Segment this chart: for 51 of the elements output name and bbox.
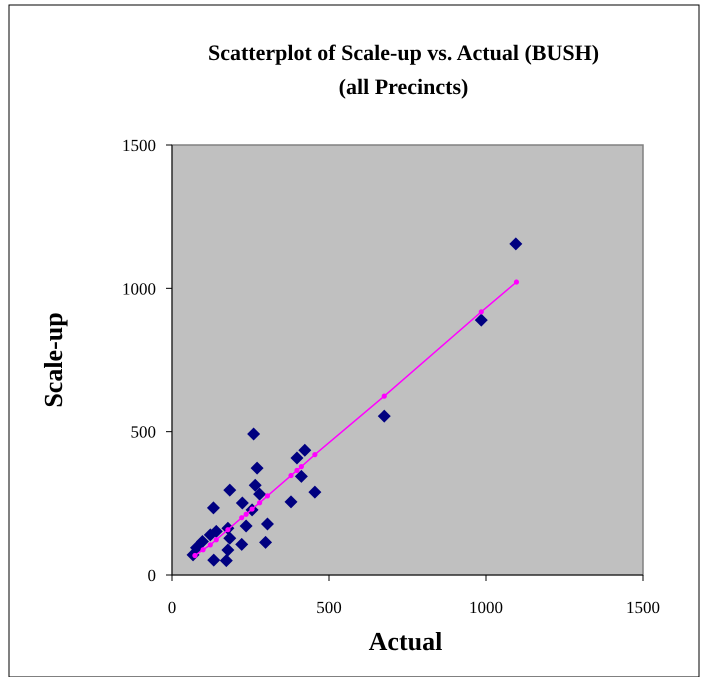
y-axis-title: Scale-up — [39, 312, 68, 408]
point — [204, 528, 217, 542]
point — [235, 538, 248, 551]
point — [223, 484, 236, 497]
point — [221, 544, 234, 557]
point — [239, 515, 244, 520]
point — [478, 309, 484, 314]
point — [250, 462, 264, 475]
point — [236, 496, 249, 510]
point — [474, 314, 488, 327]
point — [206, 501, 220, 514]
point — [284, 495, 298, 508]
point — [290, 452, 304, 465]
point — [378, 410, 391, 423]
point — [190, 541, 203, 554]
point — [308, 486, 322, 499]
y-tick-label: 0 — [148, 566, 156, 585]
chart-title: Scatterplot of Scale-up vs. Actual (BUSH) (all Precincts) — [208, 40, 600, 99]
point — [208, 542, 213, 548]
point — [220, 554, 233, 568]
point — [288, 472, 294, 478]
point — [312, 452, 318, 458]
point — [223, 532, 236, 545]
x-tick-label: 500 — [316, 598, 342, 617]
point — [298, 444, 312, 457]
point — [200, 547, 206, 552]
point — [244, 512, 249, 517]
point — [248, 478, 262, 492]
point — [253, 488, 266, 501]
point — [264, 493, 270, 498]
x-tick-label: 1500 — [626, 598, 660, 617]
y-tick-label: 1000 — [122, 279, 156, 298]
point — [247, 427, 260, 440]
y-tick-label: 1500 — [122, 136, 156, 155]
point — [207, 554, 220, 567]
x-tick-label: 0 — [168, 598, 176, 617]
point — [196, 534, 209, 548]
point — [259, 536, 272, 549]
point — [294, 468, 300, 473]
point — [214, 537, 219, 542]
point — [298, 464, 304, 470]
point — [240, 519, 253, 532]
point — [514, 279, 520, 285]
y-tick-label: 500 — [130, 422, 156, 442]
point — [294, 470, 308, 483]
x-axis-title: Actual — [368, 627, 442, 656]
point — [257, 500, 262, 506]
point — [382, 394, 387, 399]
point — [260, 517, 274, 530]
point — [509, 237, 522, 250]
x-tick-label: 1000 — [469, 598, 503, 617]
